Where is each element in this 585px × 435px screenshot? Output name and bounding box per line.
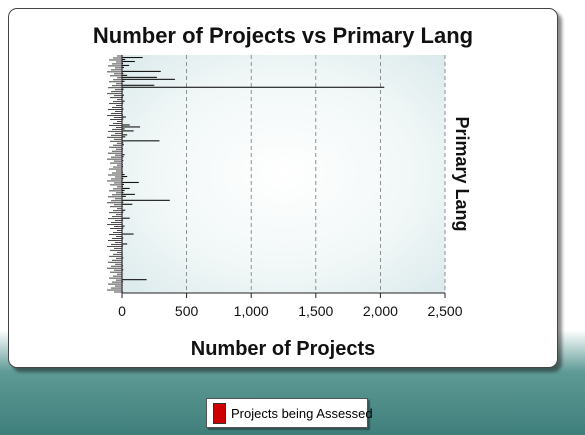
bar [122,203,133,205]
bar [122,187,130,189]
bar [122,154,125,156]
bar [122,265,124,267]
legend-swatch [213,402,226,424]
bar [122,233,134,235]
bars [107,55,385,293]
y-axis-label: Primary Lang [452,116,472,231]
bar [122,114,124,116]
bar [122,166,124,168]
bar [122,96,124,98]
x-tick-label: 2,000 [363,303,398,319]
x-tick-label: 500 [175,303,199,319]
bar [122,130,134,132]
bar [122,181,139,184]
bar [122,62,124,65]
bar [122,193,135,195]
bar [122,142,124,144]
bar [122,100,125,102]
bar [122,86,385,88]
chart-panel: Number of Projects vs Primary Lang 0 500 1… [8,8,558,368]
bar [122,243,128,245]
bar [122,64,130,67]
x-tick-label: 1,000 [234,303,269,319]
x-tick-label: 1,500 [298,303,333,319]
bar [122,94,124,96]
bar [122,118,124,120]
grid-lines [186,55,446,293]
bar [122,88,124,90]
bar [122,269,124,271]
legend-label: Projects being Assessed [231,405,373,421]
bar [122,60,135,63]
plot-area [122,55,445,293]
bar [122,78,175,80]
chart-svg: Number of Projects vs Primary Lang 0 500 1… [93,23,473,360]
bar [122,126,141,128]
bar [122,156,124,158]
bar [122,80,125,82]
bar [122,211,124,213]
x-ticks: 0 500 1,000 1,500 2,000 2,500 [118,293,463,319]
bar [122,189,125,191]
bar [122,281,124,283]
bar [122,199,170,201]
bar [122,175,128,178]
bar [122,116,126,118]
bar [122,144,124,146]
x-axis-label: Number of Projects [191,338,375,360]
bar [122,56,143,59]
bar [122,191,124,193]
bar [122,58,126,61]
bar [122,225,125,227]
bar [122,227,124,229]
bar [122,70,161,72]
bar [122,217,130,219]
bar [122,124,130,126]
bar [122,102,124,104]
bar [122,148,124,150]
bar [122,74,128,76]
bar [122,237,124,239]
bar [122,219,124,221]
bar [122,72,124,74]
legend: Projects being Assessed [206,398,373,428]
bar [122,108,124,110]
bar [122,195,126,197]
chart-title: Number of Projects vs Primary Lang [93,23,473,48]
bar [122,128,125,130]
x-tick-label: 2,500 [427,303,462,319]
bar [122,279,147,281]
bar [122,140,160,142]
bar [122,245,124,247]
bar [122,185,124,187]
bar [122,201,124,203]
bar [122,174,125,176]
bar [122,132,124,134]
bar [122,177,124,180]
bar [122,183,124,186]
x-tick-label: 0 [118,303,126,319]
bar [122,76,157,78]
bar [122,209,126,211]
bar [122,84,155,86]
bar [122,136,126,138]
bar [122,160,124,162]
bar [122,257,124,259]
bar [122,134,128,136]
bar [122,66,124,68]
